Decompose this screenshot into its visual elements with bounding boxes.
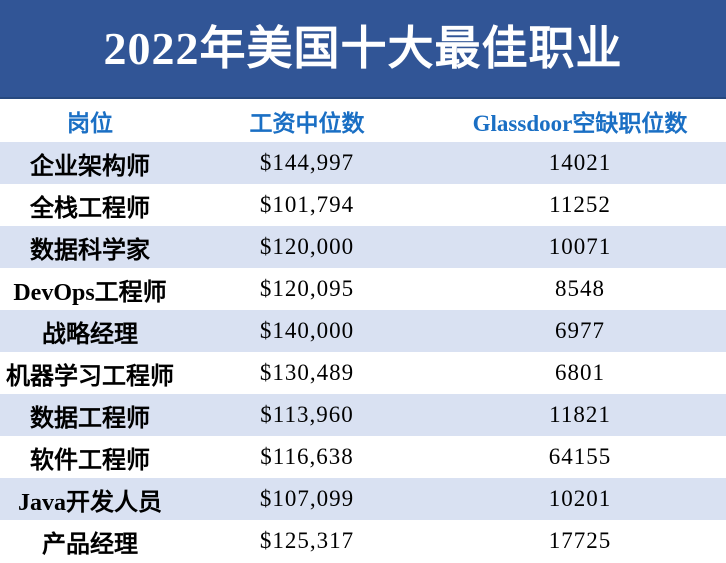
table-row: 数据科学家 $120,000 10071 <box>0 226 726 268</box>
salary-cell: $120,000 <box>259 234 355 259</box>
openings-cell: 17725 <box>548 528 612 553</box>
position-cell: 全栈工程师 <box>30 195 150 222</box>
salary-cell: $101,794 <box>259 192 355 217</box>
position-cell: 战略经理 <box>42 321 138 348</box>
position-cell: 产品经理 <box>42 531 138 558</box>
openings-cell: 10201 <box>548 486 612 511</box>
page-title: 2022年美国十大最佳职业 <box>103 22 623 74</box>
table-row: 产品经理 $125,317 17725 <box>0 520 726 562</box>
position-cell: 数据工程师 <box>30 405 150 432</box>
position-cell: 机器学习工程师 <box>6 363 174 390</box>
title-banner: 2022年美国十大最佳职业 <box>0 0 726 99</box>
position-cell: 数据科学家 <box>30 237 150 264</box>
salary-cell: $116,638 <box>260 444 354 469</box>
position-cell: DevOps工程师 <box>13 279 167 306</box>
position-cell: 企业架构师 <box>30 153 150 180</box>
openings-cell: 6977 <box>555 318 605 343</box>
openings-cell: 11821 <box>549 402 611 427</box>
salary-cell: $130,489 <box>259 360 355 385</box>
table-row: 战略经理 $140,000 6977 <box>0 310 726 352</box>
position-cell: 软件工程师 <box>30 447 150 474</box>
column-header-position: 岗位 <box>0 99 180 142</box>
openings-cell: 14021 <box>548 150 612 175</box>
salary-cell: $107,099 <box>259 486 355 511</box>
position-cell: Java开发人员 <box>18 489 162 516</box>
column-header-glassdoor-openings: Glassdoor空缺职位数 <box>434 99 726 142</box>
table-row: DevOps工程师 $120,095 8548 <box>0 268 726 310</box>
openings-cell: 11252 <box>549 192 611 217</box>
jobs-table: 岗位 工资中位数 Glassdoor空缺职位数 企业架构师 $144,997 1… <box>0 99 726 562</box>
table-body: 企业架构师 $144,997 14021 全栈工程师 $101,794 1125… <box>0 142 726 562</box>
table-row: 全栈工程师 $101,794 11252 <box>0 184 726 226</box>
table-row: 机器学习工程师 $130,489 6801 <box>0 352 726 394</box>
table-row: 软件工程师 $116,638 64155 <box>0 436 726 478</box>
salary-cell: $120,095 <box>259 276 355 301</box>
openings-cell: 6801 <box>555 360 605 385</box>
header-row: 岗位 工资中位数 Glassdoor空缺职位数 <box>0 99 726 142</box>
salary-cell: $140,000 <box>259 318 355 343</box>
column-header-median-salary: 工资中位数 <box>180 99 434 142</box>
table-row: 数据工程师 $113,960 11821 <box>0 394 726 436</box>
salary-cell: $125,317 <box>259 528 355 553</box>
openings-cell: 8548 <box>555 276 605 301</box>
table-row: Java开发人员 $107,099 10201 <box>0 478 726 520</box>
salary-cell: $144,997 <box>259 150 355 175</box>
salary-cell: $113,960 <box>260 402 354 427</box>
table-header: 岗位 工资中位数 Glassdoor空缺职位数 <box>0 99 726 142</box>
openings-cell: 64155 <box>548 444 612 469</box>
openings-cell: 10071 <box>548 234 612 259</box>
table-row: 企业架构师 $144,997 14021 <box>0 142 726 184</box>
